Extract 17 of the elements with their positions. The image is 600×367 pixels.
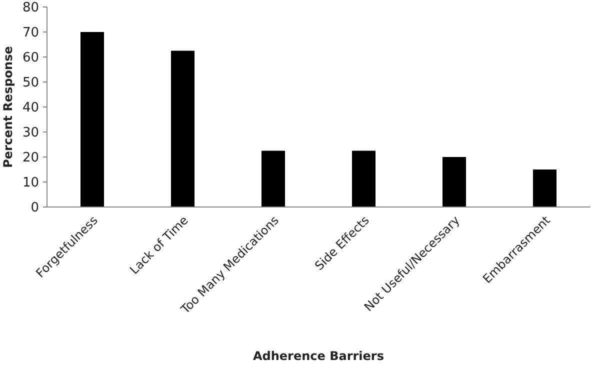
bar: [80, 32, 104, 207]
bar: [352, 150, 376, 207]
y-tick-label: 70: [22, 26, 39, 41]
bar: [261, 150, 286, 207]
y-tick-label: 20: [22, 150, 39, 166]
y-tick-label: 50: [22, 76, 39, 91]
bar: [170, 50, 195, 207]
y-tick-label: 80: [22, 0, 39, 16]
bar: [442, 157, 466, 207]
y-tick-label: 40: [22, 100, 39, 116]
x-axis-title: Adherence Barriers: [253, 349, 384, 363]
y-tick-label: 10: [22, 176, 39, 191]
bar: [532, 170, 557, 207]
y-tick-label: 60: [22, 50, 39, 66]
y-tick-label: 30: [22, 126, 39, 141]
y-axis-title: Percent Response: [1, 46, 15, 168]
y-tick-label: 0: [30, 200, 39, 216]
